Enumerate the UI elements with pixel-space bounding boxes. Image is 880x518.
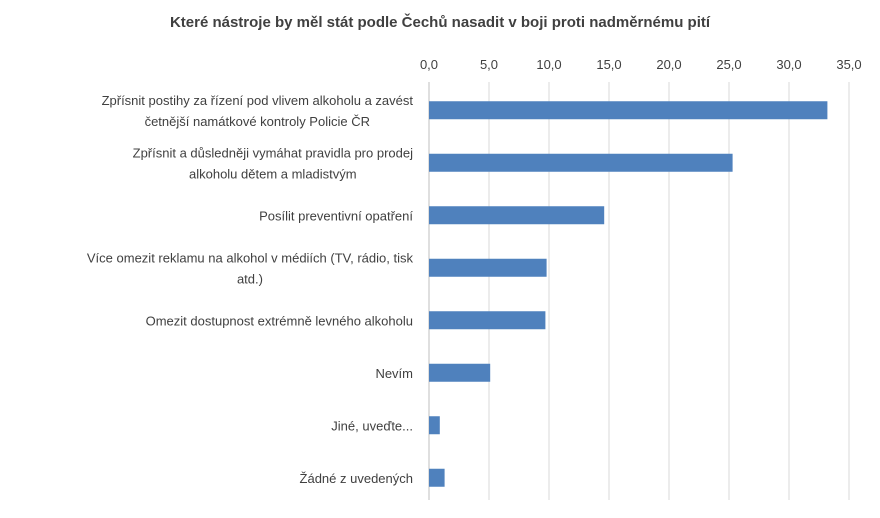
category-label: Jiné, uveďte... bbox=[331, 418, 413, 433]
bar bbox=[429, 363, 491, 382]
bar bbox=[429, 101, 828, 120]
x-tick-label: 20,0 bbox=[656, 57, 681, 72]
category-label: Zpřísnit a důsledněji vymáhat pravidla p… bbox=[133, 145, 413, 181]
category-label: Posílit preventivní opatření bbox=[259, 208, 413, 223]
category-label: Zpřísnit postihy za řízení pod vlivem al… bbox=[102, 93, 414, 129]
gridlines bbox=[428, 82, 850, 500]
category-label: Žádné z uvedených bbox=[300, 471, 413, 486]
x-tick-label: 5,0 bbox=[480, 57, 498, 72]
x-tick-label: 35,0 bbox=[836, 57, 861, 72]
bar bbox=[429, 258, 547, 277]
bar bbox=[429, 416, 440, 435]
category-labels: Zpřísnit postihy za řízení pod vlivem al… bbox=[87, 93, 414, 486]
x-tick-label: 15,0 bbox=[596, 57, 621, 72]
category-label: Více omezit reklamu na alkohol v médiích… bbox=[87, 250, 414, 286]
category-label: Omezit dostupnost extrémně levného alkoh… bbox=[146, 313, 413, 328]
x-axis-ticks: 0,0 5,0 10,0 15,0 20,0 25,0 30,0 35,0 bbox=[420, 57, 862, 72]
bar bbox=[429, 206, 605, 225]
bars bbox=[429, 101, 828, 487]
chart-title: Které nástroje by měl stát podle Čechů n… bbox=[169, 14, 711, 31]
x-tick-label: 25,0 bbox=[716, 57, 741, 72]
x-tick-label: 10,0 bbox=[536, 57, 561, 72]
x-tick-label: 0,0 bbox=[420, 57, 438, 72]
category-label: Nevím bbox=[375, 366, 413, 381]
bar bbox=[429, 311, 546, 330]
x-tick-label: 30,0 bbox=[776, 57, 801, 72]
bar bbox=[429, 468, 445, 487]
bar bbox=[429, 153, 733, 172]
